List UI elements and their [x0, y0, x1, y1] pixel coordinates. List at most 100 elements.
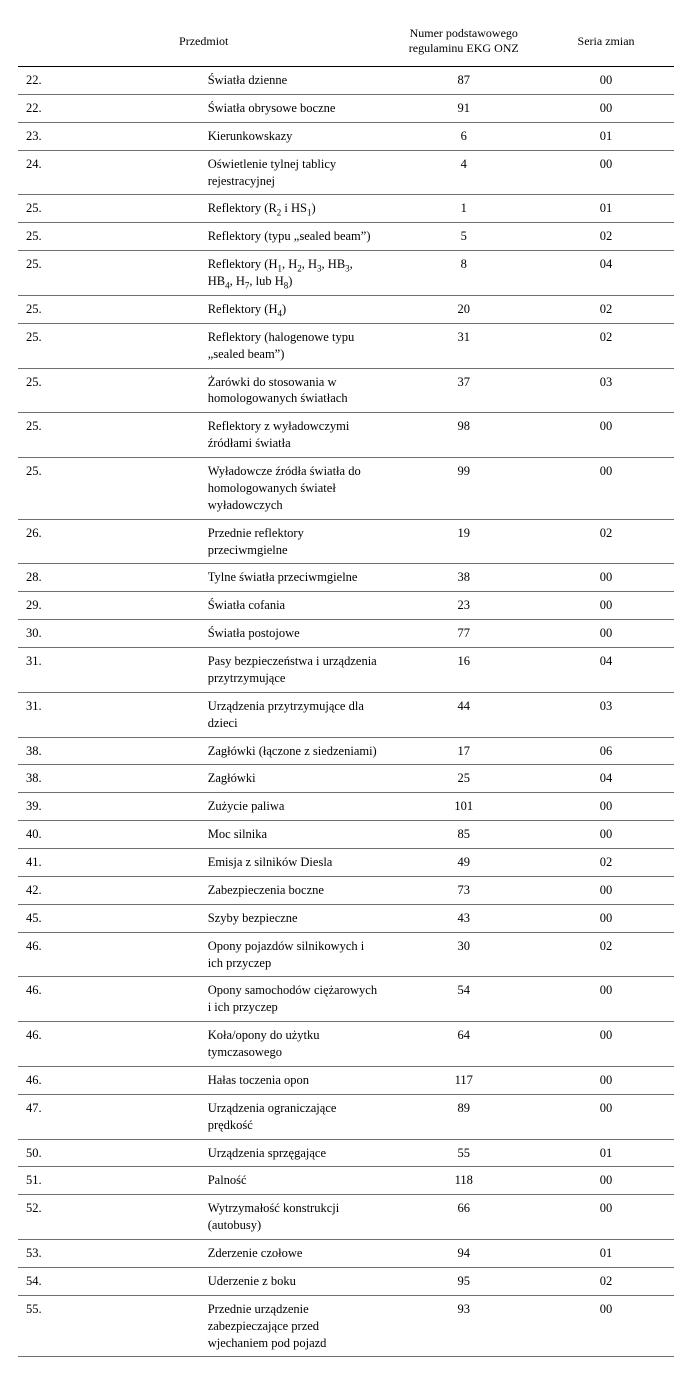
row-subject: Urządzenia przytrzymujące dla dzieci	[204, 692, 390, 737]
row-subject: Opony samochodów ciężarowych i ich przyc…	[204, 977, 390, 1022]
row-number: 31.	[18, 648, 204, 693]
row-regnum: 8	[389, 251, 538, 296]
row-regnum: 4	[389, 150, 538, 195]
row-number: 25.	[18, 251, 204, 296]
row-series: 02	[538, 849, 674, 877]
row-regnum: 38	[389, 564, 538, 592]
row-number: 47.	[18, 1094, 204, 1139]
row-series: 00	[538, 94, 674, 122]
row-subject: Światła cofania	[204, 592, 390, 620]
table-row: 46.Opony pojazdów silnikowych i ich przy…	[18, 932, 674, 977]
row-number: 38.	[18, 765, 204, 793]
row-subject: Kierunkowskazy	[204, 122, 390, 150]
col-header-series: Seria zmian	[538, 20, 674, 67]
row-subject: Palność	[204, 1167, 390, 1195]
row-regnum: 98	[389, 413, 538, 458]
row-number: 41.	[18, 849, 204, 877]
row-subject: Urządzenia sprzęgające	[204, 1139, 390, 1167]
table-row: 38.Zagłówki2504	[18, 765, 674, 793]
row-number: 46.	[18, 1066, 204, 1094]
row-series: 00	[538, 904, 674, 932]
table-row: 50.Urządzenia sprzęgające5501	[18, 1139, 674, 1167]
row-series: 00	[538, 1295, 674, 1357]
row-regnum: 77	[389, 620, 538, 648]
row-number: 38.	[18, 737, 204, 765]
row-subject: Światła postojowe	[204, 620, 390, 648]
row-subject: Uderzenie z boku	[204, 1267, 390, 1295]
row-subject: Oświetlenie tylnej tablicy rejestracyjne…	[204, 150, 390, 195]
row-number: 22.	[18, 94, 204, 122]
row-subject: Przednie reflektory przeciwmgielne	[204, 519, 390, 564]
row-subject: Wyładowcze źródła światła do homologowan…	[204, 458, 390, 520]
row-number: 50.	[18, 1139, 204, 1167]
row-regnum: 101	[389, 793, 538, 821]
row-series: 03	[538, 368, 674, 413]
row-series: 01	[538, 1139, 674, 1167]
row-series: 04	[538, 251, 674, 296]
row-regnum: 118	[389, 1167, 538, 1195]
row-subject: Reflektory (halogenowe typu „sealed beam…	[204, 323, 390, 368]
row-subject: Pasy bezpieczeństwa i urządzenia przytrz…	[204, 648, 390, 693]
row-series: 00	[538, 793, 674, 821]
row-subject: Zagłówki	[204, 765, 390, 793]
row-regnum: 49	[389, 849, 538, 877]
row-regnum: 30	[389, 932, 538, 977]
row-number: 39.	[18, 793, 204, 821]
row-series: 01	[538, 122, 674, 150]
table-row: 22.Światła dzienne8700	[18, 67, 674, 95]
row-series: 00	[538, 150, 674, 195]
row-subject: Szyby bezpieczne	[204, 904, 390, 932]
row-subject: Wytrzymałość konstrukcji (autobusy)	[204, 1195, 390, 1240]
row-regnum: 66	[389, 1195, 538, 1240]
table-row: 42.Zabezpieczenia boczne7300	[18, 876, 674, 904]
table-row: 55.Przednie urządzenie zabezpieczające p…	[18, 1295, 674, 1357]
row-regnum: 23	[389, 592, 538, 620]
row-number: 46.	[18, 1022, 204, 1067]
regulation-table: Przedmiot Numer podstawowego regulaminu …	[18, 20, 674, 1357]
row-number: 42.	[18, 876, 204, 904]
table-row: 29.Światła cofania2300	[18, 592, 674, 620]
row-series: 02	[538, 932, 674, 977]
row-subject: Urządzenia ograniczające prędkość	[204, 1094, 390, 1139]
table-row: 46.Opony samochodów ciężarowych i ich pr…	[18, 977, 674, 1022]
table-row: 46.Hałas toczenia opon11700	[18, 1066, 674, 1094]
row-subject: Opony pojazdów silnikowych i ich przycze…	[204, 932, 390, 977]
row-number: 26.	[18, 519, 204, 564]
row-subject: Przednie urządzenie zabezpieczające prze…	[204, 1295, 390, 1357]
row-number: 23.	[18, 122, 204, 150]
row-number: 29.	[18, 592, 204, 620]
table-row: 24.Oświetlenie tylnej tablicy rejestracy…	[18, 150, 674, 195]
row-number: 31.	[18, 692, 204, 737]
row-regnum: 5	[389, 223, 538, 251]
row-regnum: 95	[389, 1267, 538, 1295]
row-number: 46.	[18, 932, 204, 977]
col-header-regnum: Numer podstawowego regulaminu EKG ONZ	[389, 20, 538, 67]
row-regnum: 44	[389, 692, 538, 737]
table-row: 54.Uderzenie z boku9502	[18, 1267, 674, 1295]
row-series: 03	[538, 692, 674, 737]
row-subject: Reflektory z wyładowczymi źródłami świat…	[204, 413, 390, 458]
row-regnum: 19	[389, 519, 538, 564]
row-regnum: 93	[389, 1295, 538, 1357]
table-row: 25.Reflektory (H1, H2, H3, HB3, HB4, H7,…	[18, 251, 674, 296]
row-number: 25.	[18, 195, 204, 223]
row-series: 02	[538, 223, 674, 251]
table-row: 47.Urządzenia ograniczające prędkość8900	[18, 1094, 674, 1139]
row-number: 55.	[18, 1295, 204, 1357]
table-row: 31.Pasy bezpieczeństwa i urządzenia przy…	[18, 648, 674, 693]
table-row: 46.Koła/opony do użytku tymczasowego6400	[18, 1022, 674, 1067]
row-subject: Zabezpieczenia boczne	[204, 876, 390, 904]
row-series: 00	[538, 413, 674, 458]
table-row: 28.Tylne światła przeciwmgielne3800	[18, 564, 674, 592]
row-series: 00	[538, 592, 674, 620]
table-row: 31.Urządzenia przytrzymujące dla dzieci4…	[18, 692, 674, 737]
table-row: 25.Reflektory (R2 i HS1)101	[18, 195, 674, 223]
table-row: 25.Żarówki do stosowania w homologowanyc…	[18, 368, 674, 413]
table-row: 25.Wyładowcze źródła światła do homologo…	[18, 458, 674, 520]
row-series: 00	[538, 1022, 674, 1067]
row-number: 22.	[18, 67, 204, 95]
row-number: 30.	[18, 620, 204, 648]
row-series: 00	[538, 1167, 674, 1195]
row-series: 00	[538, 1195, 674, 1240]
row-regnum: 87	[389, 67, 538, 95]
